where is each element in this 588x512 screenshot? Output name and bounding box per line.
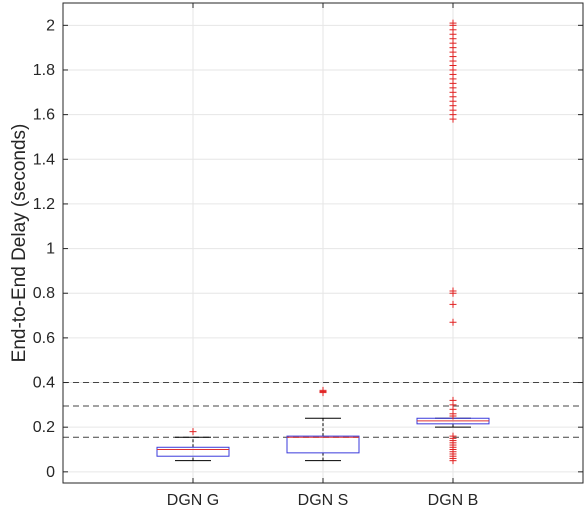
y-tick-label: 1.4 <box>33 151 55 168</box>
y-tick-label: 0.4 <box>33 375 55 392</box>
outlier-point <box>449 396 457 404</box>
y-axis-ticks: 0 0.2 0.4 0.6 0.8 1 1.2 1.4 1.6 1.8 2 <box>33 17 583 481</box>
outlier-point <box>449 287 457 295</box>
boxes <box>156 417 490 462</box>
y-tick-label: 0.8 <box>33 285 55 302</box>
box-dgn-s <box>286 417 360 462</box>
x-axis-ticks: DGN G DGN S DGN B <box>167 3 479 509</box>
y-tick-label: 1.2 <box>33 196 55 213</box>
x-tick-label: DGN G <box>167 492 219 509</box>
y-axis-label: End-to-End Delay (seconds) <box>9 124 30 363</box>
outliers <box>189 19 457 465</box>
box-rect <box>286 435 360 454</box>
x-tick-label: DGN S <box>298 492 349 509</box>
y-tick-label: 1.6 <box>33 107 55 124</box>
box-dgn-g <box>156 436 230 462</box>
y-tick-label: 0.6 <box>33 330 55 347</box>
box-rect <box>156 446 230 457</box>
y-tick-label: 0.2 <box>33 419 55 436</box>
outlier-point <box>319 386 327 394</box>
y-tick-label: 1 <box>46 241 55 258</box>
y-tick-label: 0 <box>46 464 55 481</box>
outlier-point <box>189 428 197 436</box>
outlier-point <box>449 300 457 308</box>
outlier-point <box>449 19 457 27</box>
outlier-point <box>449 432 457 440</box>
y-tick-label: 2 <box>46 17 55 34</box>
x-tick-label: DGN B <box>428 492 479 509</box>
grid-lines <box>63 3 583 483</box>
y-tick-label: 1.8 <box>33 62 55 79</box>
outlier-point <box>449 318 457 326</box>
